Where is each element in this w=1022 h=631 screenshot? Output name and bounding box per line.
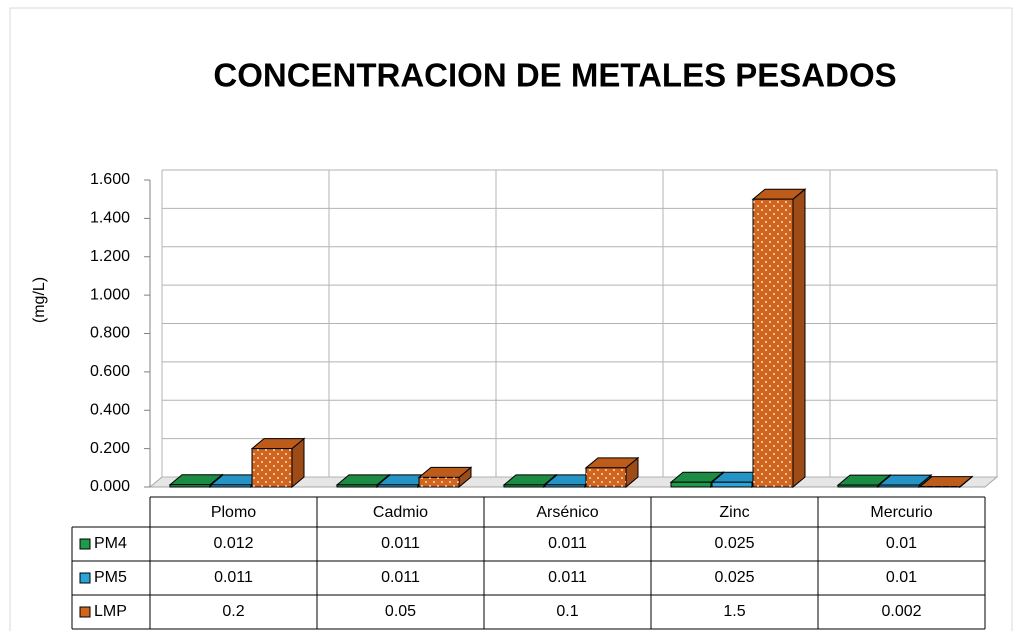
- x-tick-label: Mercurio: [870, 504, 932, 521]
- y-tick-label: 0.200: [90, 440, 130, 457]
- bar: [377, 484, 419, 488]
- legend-key: [79, 538, 91, 550]
- y-tick-label: 1.200: [90, 248, 130, 265]
- y-tick-label: 0.400: [90, 401, 130, 418]
- table-value: 0.1: [556, 603, 578, 620]
- table-value: 0.011: [548, 569, 587, 586]
- bar: [503, 484, 545, 488]
- y-tick-label: 0.000: [90, 478, 130, 495]
- chart-title: CONCENTRACION DE METALES PESADOS: [213, 57, 896, 94]
- table-value: 0.011: [214, 569, 253, 586]
- y-tick-label: 1.400: [90, 210, 130, 227]
- bar: [169, 484, 211, 488]
- legend-label: LMP: [94, 603, 127, 620]
- table-value: 1.5: [723, 603, 745, 620]
- bar-side: [792, 188, 806, 489]
- table-value: 0.002: [881, 603, 921, 620]
- y-tick-label: 1.000: [90, 286, 130, 303]
- bar-texture: [753, 199, 793, 487]
- bar: [878, 484, 920, 488]
- bar: [210, 484, 252, 488]
- legend-key: [79, 572, 91, 584]
- y-axis-label: (mg/L): [31, 277, 48, 323]
- bar: [837, 484, 879, 488]
- legend-label: PM5: [94, 569, 127, 586]
- table-value: 0.012: [213, 535, 253, 552]
- x-tick-label: Zinc: [719, 504, 749, 521]
- table-value: 0.05: [385, 603, 416, 620]
- table-value: 0.011: [548, 535, 587, 552]
- legend-label: PM4: [94, 535, 127, 552]
- table-value: 0.025: [714, 569, 754, 586]
- table-value: 0.011: [381, 535, 420, 552]
- bar-texture: [586, 467, 626, 487]
- bar-texture: [252, 448, 292, 487]
- y-tick-label: 0.800: [90, 325, 130, 342]
- table-value: 0.011: [381, 569, 420, 586]
- table-value: 0.01: [886, 535, 917, 552]
- x-tick-label: Plomo: [211, 504, 256, 521]
- bar: [336, 484, 378, 488]
- table-value: 0.025: [714, 535, 754, 552]
- x-tick-label: Arsénico: [536, 504, 598, 521]
- legend-key: [79, 606, 91, 618]
- bar: [670, 481, 712, 488]
- x-tick-label: Cadmio: [373, 504, 428, 521]
- y-tick-label: 0.600: [90, 363, 130, 380]
- bar-texture: [419, 477, 459, 487]
- y-tick-label: 1.600: [90, 171, 130, 188]
- bar: [544, 484, 586, 488]
- chart-border: [9, 7, 1013, 631]
- table-value: 0.2: [222, 603, 244, 620]
- table-value: 0.01: [886, 569, 917, 586]
- bar: [711, 481, 753, 488]
